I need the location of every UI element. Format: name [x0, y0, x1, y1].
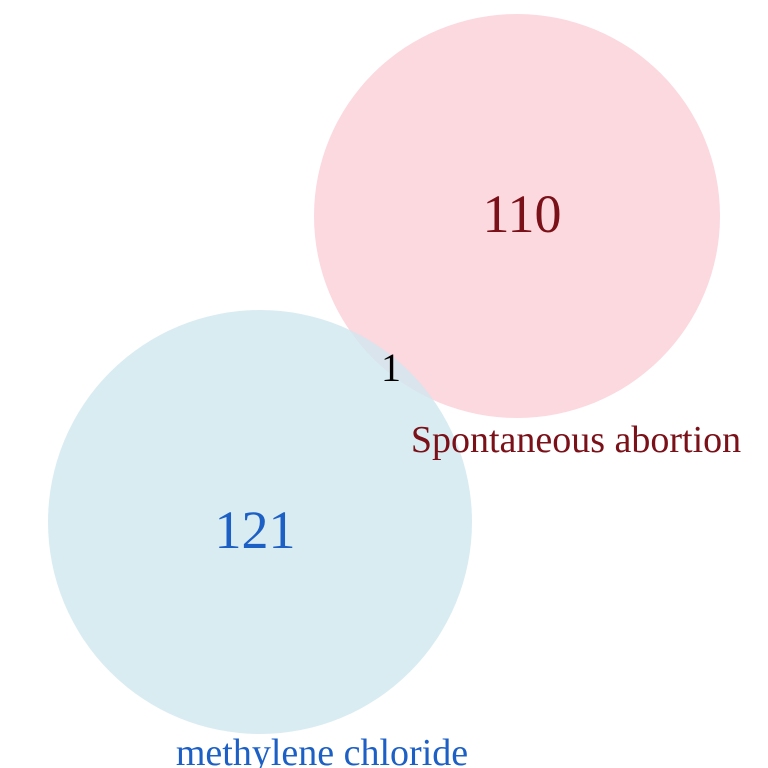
methylene-chloride-only-count: 121: [215, 500, 296, 560]
spontaneous-abortion-circle: [314, 14, 720, 418]
methylene-chloride-label: methylene chloride: [176, 732, 468, 768]
spontaneous-abortion-only-count: 110: [483, 184, 562, 244]
methylene-chloride-circle: [48, 310, 472, 734]
overlap-count: 1: [381, 345, 401, 390]
spontaneous-abortion-label: Spontaneous abortion: [411, 419, 741, 461]
